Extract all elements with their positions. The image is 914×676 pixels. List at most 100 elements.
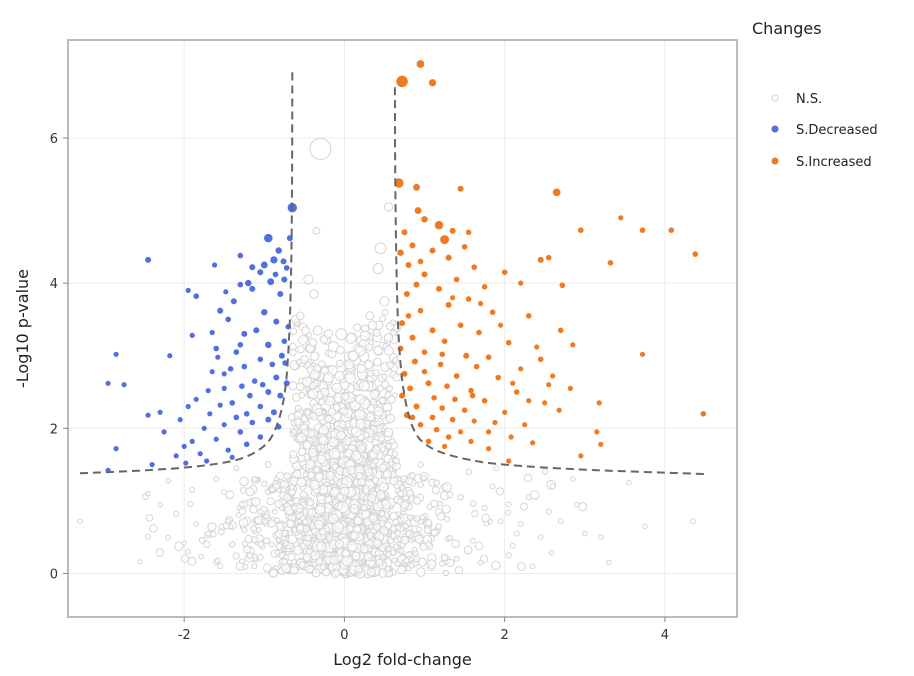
decreased-point [121,382,127,388]
ns-point [373,406,384,417]
ns-point [354,409,366,421]
ns-point [238,507,247,516]
increased-point [489,309,496,316]
increased-point [450,295,456,301]
ns-point [298,334,309,346]
ns-point [303,274,314,285]
ns-point [310,550,321,561]
decreased-point [273,374,280,381]
ns-point [298,561,306,569]
ns-point [296,477,307,488]
decreased-point [225,447,231,453]
ns-point [310,351,320,361]
increased-point [403,290,410,298]
decreased-point [272,271,279,278]
ns-point [289,349,297,357]
increased-point [570,342,576,348]
ns-point [296,524,305,532]
increased-point [530,440,536,446]
decreased-point [185,287,191,293]
ns-point [180,554,190,563]
decreased-point [265,388,272,396]
ns-point [314,504,326,516]
ns-point [474,541,484,551]
ns-point [349,503,359,514]
decreased-point [237,281,244,288]
decreased-point [185,403,191,410]
legend-increased-label: S.Increased [796,155,872,170]
increased-point [639,227,646,234]
increased-point [409,242,416,249]
ns-point [424,519,433,527]
decreased-point [204,458,210,464]
decreased-point [209,329,215,336]
ns-point [327,513,339,524]
ns-point [296,432,307,443]
ns-point [436,512,446,521]
ns-point [441,504,451,514]
ns-point [282,540,289,547]
ns-point [469,500,477,507]
decreased-point [227,365,234,372]
ns-point [224,517,232,525]
y-tick-label: 6 [50,132,58,147]
ns-point [413,515,421,522]
ns-point [379,296,390,307]
ns-point [293,545,303,556]
ns-point [505,509,512,516]
ns-point [366,370,374,377]
increased-point [452,396,458,403]
ns-point [430,528,439,537]
ns-point [425,541,432,548]
decreased-point [273,318,280,325]
increased-point [618,215,624,221]
ns-point [391,557,398,564]
decreased-point [237,341,244,348]
ns-point [397,565,407,575]
ns-point [385,322,395,331]
ns-point [312,465,321,474]
ns-point [451,539,461,549]
ns-point [239,487,247,494]
increased-point [468,387,474,394]
ns-point [334,370,345,381]
ns-point [372,263,384,275]
decreased-point [257,403,264,410]
increased-point [596,400,602,406]
ns-point [243,545,252,554]
increased-point [495,374,502,381]
ns-point [545,508,552,515]
ns-point [383,427,394,438]
decreased-point [181,443,187,449]
ns-point [383,202,394,212]
ns-point [403,557,410,565]
decreased-point [270,409,277,416]
increased-point [457,185,464,192]
decreased-point [259,381,266,388]
ns-point [232,552,240,560]
ns-point [573,501,580,508]
ns-point [377,434,386,442]
ns-point [358,380,370,392]
increased-point [435,285,443,292]
increased-point [429,247,436,254]
increased-point [413,281,420,288]
ns-point [465,468,472,476]
ns-point [453,555,460,562]
increased-point [471,264,478,271]
ns-point [454,565,464,575]
ns-point [279,486,287,493]
ns-point [366,412,376,422]
ns-point [372,522,382,531]
ns-point [296,311,305,321]
ns-point [307,448,318,458]
ns-point [392,543,400,550]
ns-point [642,523,648,530]
ns-point [207,522,217,532]
ns-point [145,514,154,522]
ns-point [249,505,258,514]
ns-point [463,545,473,555]
ns-point [431,486,440,495]
increased-point [425,380,432,387]
decreased-point [229,454,235,460]
